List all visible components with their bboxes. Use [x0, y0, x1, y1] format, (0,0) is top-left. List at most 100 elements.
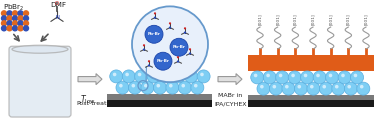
Circle shape [357, 82, 370, 95]
Circle shape [143, 48, 145, 51]
Circle shape [2, 26, 6, 31]
Circle shape [18, 11, 23, 16]
Circle shape [304, 74, 307, 77]
Circle shape [148, 64, 150, 67]
FancyArrow shape [78, 74, 102, 85]
Circle shape [347, 85, 351, 88]
Circle shape [12, 16, 17, 21]
Circle shape [7, 11, 12, 16]
Circle shape [160, 70, 173, 83]
Circle shape [332, 82, 345, 95]
Circle shape [12, 11, 17, 16]
Text: [001]: [001] [346, 13, 350, 25]
Circle shape [294, 82, 307, 95]
Circle shape [135, 70, 148, 83]
Bar [248, 95, 374, 100]
Ellipse shape [12, 45, 68, 53]
Circle shape [116, 81, 129, 94]
Circle shape [257, 82, 270, 95]
Circle shape [184, 31, 186, 34]
Circle shape [194, 84, 198, 87]
Circle shape [144, 84, 148, 87]
Text: N: N [55, 15, 59, 20]
Circle shape [200, 73, 204, 76]
Circle shape [170, 38, 188, 56]
Circle shape [181, 84, 185, 87]
Circle shape [313, 71, 326, 84]
Circle shape [187, 73, 191, 76]
Circle shape [18, 26, 23, 31]
Circle shape [153, 81, 166, 94]
Circle shape [254, 74, 257, 77]
Circle shape [132, 84, 135, 87]
Circle shape [191, 81, 204, 94]
Circle shape [335, 85, 339, 88]
Circle shape [18, 16, 23, 21]
Circle shape [341, 74, 345, 77]
Circle shape [145, 25, 163, 43]
Text: [001]: [001] [364, 13, 368, 25]
Circle shape [12, 21, 17, 26]
Text: [001]: [001] [311, 13, 315, 25]
Circle shape [23, 26, 28, 31]
Text: Pb-Br: Pb-Br [172, 45, 186, 49]
Circle shape [322, 85, 326, 88]
Text: Pb-Br: Pb-Br [147, 32, 161, 36]
Circle shape [156, 84, 160, 87]
Circle shape [319, 82, 332, 95]
Circle shape [273, 85, 276, 88]
Text: PbBr$_2$: PbBr$_2$ [3, 2, 25, 13]
Circle shape [184, 70, 198, 83]
FancyArrow shape [218, 74, 242, 85]
Circle shape [282, 82, 295, 95]
Circle shape [329, 74, 332, 77]
Circle shape [169, 22, 171, 25]
Circle shape [288, 71, 301, 84]
Circle shape [197, 70, 210, 83]
Circle shape [125, 73, 129, 76]
Circle shape [2, 11, 6, 16]
Circle shape [12, 26, 17, 31]
Circle shape [189, 48, 191, 50]
Circle shape [150, 73, 154, 76]
Circle shape [285, 85, 289, 88]
Circle shape [316, 74, 320, 77]
Circle shape [148, 60, 150, 62]
Circle shape [276, 71, 289, 84]
Text: [001]: [001] [276, 13, 280, 25]
Circle shape [360, 85, 364, 88]
Circle shape [122, 70, 135, 83]
Text: [001]: [001] [293, 13, 297, 25]
Circle shape [154, 52, 172, 70]
Circle shape [344, 82, 357, 95]
Bar [248, 55, 374, 71]
Circle shape [177, 56, 179, 58]
Circle shape [307, 82, 320, 95]
Circle shape [7, 26, 12, 31]
Circle shape [189, 52, 191, 55]
Text: MABr in: MABr in [218, 93, 242, 98]
Circle shape [154, 17, 156, 19]
Circle shape [154, 12, 156, 14]
Circle shape [7, 21, 12, 26]
Bar [248, 100, 374, 107]
Circle shape [129, 81, 141, 94]
Circle shape [2, 21, 6, 26]
Circle shape [23, 11, 28, 16]
Circle shape [354, 74, 357, 77]
Circle shape [23, 21, 28, 26]
Circle shape [172, 70, 185, 83]
Circle shape [113, 73, 116, 76]
Circle shape [297, 85, 301, 88]
Circle shape [169, 84, 173, 87]
Circle shape [18, 21, 23, 26]
FancyBboxPatch shape [9, 46, 71, 117]
Bar [107, 100, 212, 107]
Circle shape [132, 6, 208, 82]
Circle shape [338, 71, 351, 84]
Circle shape [110, 70, 123, 83]
Circle shape [175, 73, 179, 76]
Bar [107, 94, 212, 100]
Circle shape [166, 81, 179, 94]
Circle shape [2, 16, 6, 21]
